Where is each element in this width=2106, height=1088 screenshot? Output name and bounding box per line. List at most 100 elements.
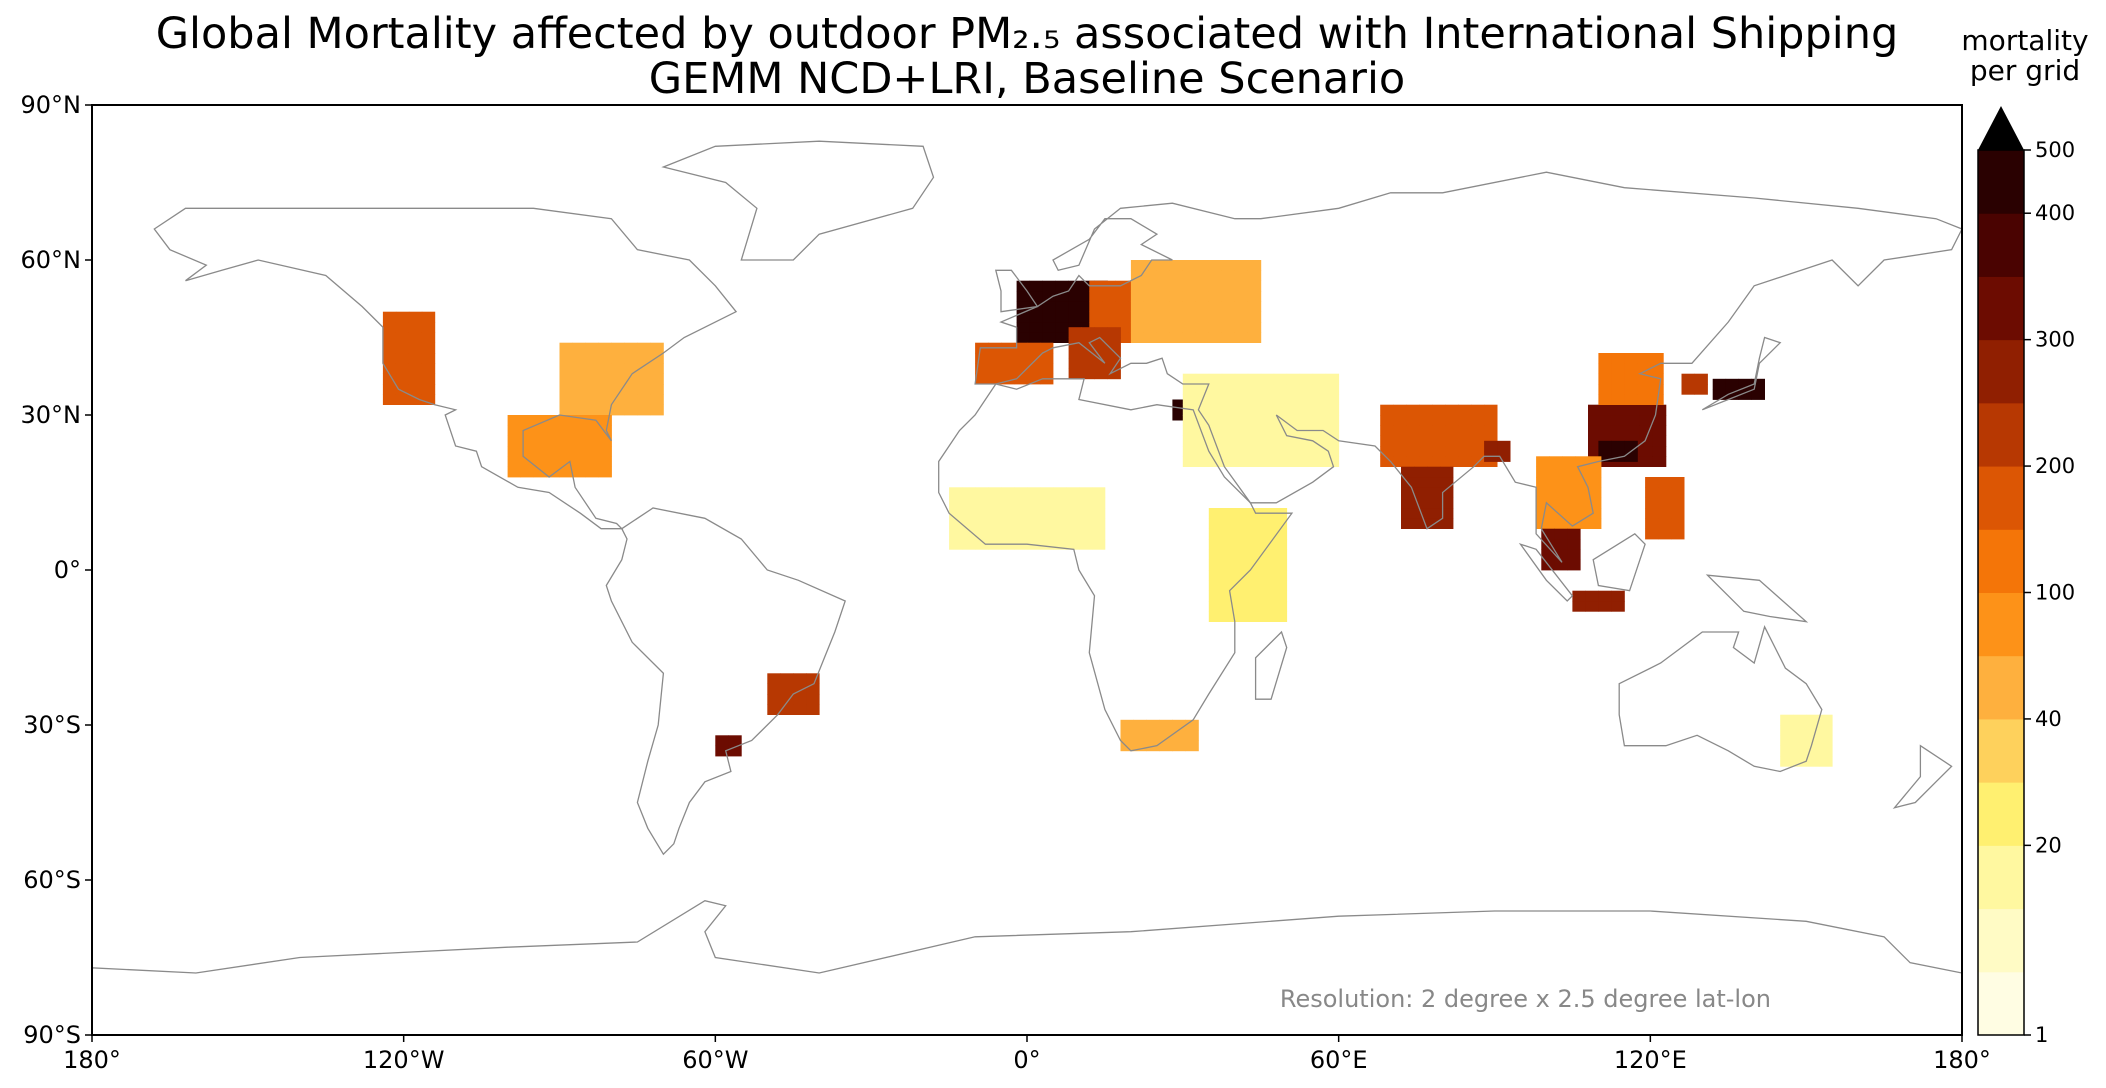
heatmap-cell [1221, 260, 1236, 271]
heatmap-cell [780, 694, 794, 705]
heatmap-cell [1562, 497, 1576, 509]
heatmap-cell [1115, 301, 1129, 312]
heatmap-cell [1130, 270, 1145, 281]
heatmap-cell [1562, 466, 1576, 478]
heatmap-cell [1208, 384, 1223, 395]
heatmap-cell [382, 322, 397, 333]
heatmap-cell [624, 394, 638, 405]
heatmap-cell [1208, 394, 1223, 405]
colorbar-tick-label: 300 [2035, 328, 2075, 352]
heatmap-cell [650, 363, 664, 374]
heatmap-cell [572, 435, 586, 447]
heatmap-cell [520, 425, 534, 436]
heatmap-cell [1130, 332, 1145, 343]
heatmap-cell [421, 322, 436, 333]
heatmap-cell [1089, 311, 1103, 323]
heatmap-cell [1401, 466, 1415, 478]
heatmap-cell [793, 683, 807, 695]
heatmap-cell [1042, 332, 1056, 343]
y-tick-label: 30°N [21, 401, 82, 429]
heatmap-cell [1611, 373, 1625, 385]
heatmap-cell [637, 342, 651, 354]
heatmap-cell [1299, 456, 1314, 467]
heatmap-cell [1601, 415, 1615, 426]
heatmap-cell [1208, 373, 1223, 385]
heatmap-cell [1208, 580, 1223, 591]
heatmap-cell [1094, 368, 1108, 380]
heatmap-cell [1208, 404, 1223, 416]
heatmap-cell [1221, 301, 1236, 312]
heatmap-cell [1536, 456, 1550, 467]
heatmap-cell [1208, 549, 1223, 560]
heatmap-cell [1652, 404, 1667, 416]
heatmap-cell [1273, 404, 1288, 416]
x-tick-label: 0° [1013, 1046, 1040, 1074]
heatmap-cell [1221, 601, 1236, 612]
heatmap-cell [1325, 415, 1340, 426]
heatmap-cell [1273, 590, 1288, 602]
heatmap-cell [1068, 327, 1082, 338]
heatmap-cell [1081, 311, 1095, 323]
heatmap-cell [1567, 539, 1581, 550]
heatmap-cell [780, 673, 794, 684]
heatmap-cell [520, 466, 534, 478]
heatmap-cell [1221, 549, 1236, 560]
heatmap-cell [1588, 466, 1602, 478]
heatmap-cell [1554, 559, 1568, 571]
heatmap-cell [1185, 730, 1199, 741]
heatmap-cell [408, 332, 423, 343]
heatmap-cell [806, 673, 820, 684]
heatmap-cell [1260, 446, 1275, 457]
heatmap-cell [1575, 518, 1589, 529]
heatmap-cell [975, 353, 989, 364]
heatmap-cell [507, 415, 521, 426]
coastline-australia [1618, 625, 1823, 773]
heatmap-cell [1089, 301, 1103, 312]
heatmap-cell [1639, 435, 1654, 447]
heatmap-cell [1458, 425, 1472, 436]
heatmap-cell [1645, 508, 1659, 519]
heatmap-cell [1143, 311, 1158, 323]
heatmap-cell [1053, 497, 1067, 509]
heatmap-cell [780, 704, 794, 715]
heatmap-cell [1029, 332, 1043, 343]
heatmap-cell [1260, 435, 1275, 447]
heatmap-cell [1393, 456, 1407, 467]
heatmap-cell [559, 394, 573, 405]
heatmap-cell [1221, 425, 1236, 436]
heatmap-cell [1247, 518, 1262, 529]
heatmap-cell [1029, 311, 1043, 323]
heatmap-cell [1645, 528, 1659, 540]
heatmap-cell [1601, 404, 1615, 416]
heatmap-cell [1325, 425, 1340, 436]
heatmap-cell [1819, 756, 1833, 767]
heatmap-cell [382, 311, 397, 323]
heatmap-cell [1234, 580, 1249, 591]
heatmap-cell [1427, 497, 1441, 509]
heatmap-cell [1195, 456, 1210, 467]
heatmap-cell [1445, 404, 1459, 416]
heatmap-cell [585, 404, 599, 416]
coastline-sumatra [1518, 542, 1574, 602]
heatmap-cell [1658, 528, 1672, 540]
heatmap-cell [1102, 311, 1116, 323]
map-title-line1: Global Mortality affected by outdoor PM₂… [155, 9, 1899, 59]
heatmap-cell [624, 373, 638, 385]
heatmap-cell [1027, 353, 1041, 364]
heatmap-cell [1115, 332, 1129, 343]
heatmap-cell [1247, 549, 1262, 560]
heatmap-cell [585, 425, 599, 436]
heatmap-cell [1780, 735, 1794, 746]
heatmap-cell [1575, 477, 1589, 488]
heatmap-cell [395, 342, 410, 354]
heatmap-cell [1195, 280, 1210, 292]
heatmap-cell [1133, 740, 1147, 752]
heatmap-cell [1554, 528, 1568, 540]
heatmap-cell [1671, 518, 1685, 529]
heatmap-cell [520, 456, 534, 467]
heatmap-cell [1159, 730, 1173, 741]
heatmap-cell [533, 456, 547, 467]
x-tick-label: 60°W [682, 1046, 748, 1074]
coastline-new-guinea [1705, 574, 1809, 623]
heatmap-cell [1221, 518, 1236, 529]
